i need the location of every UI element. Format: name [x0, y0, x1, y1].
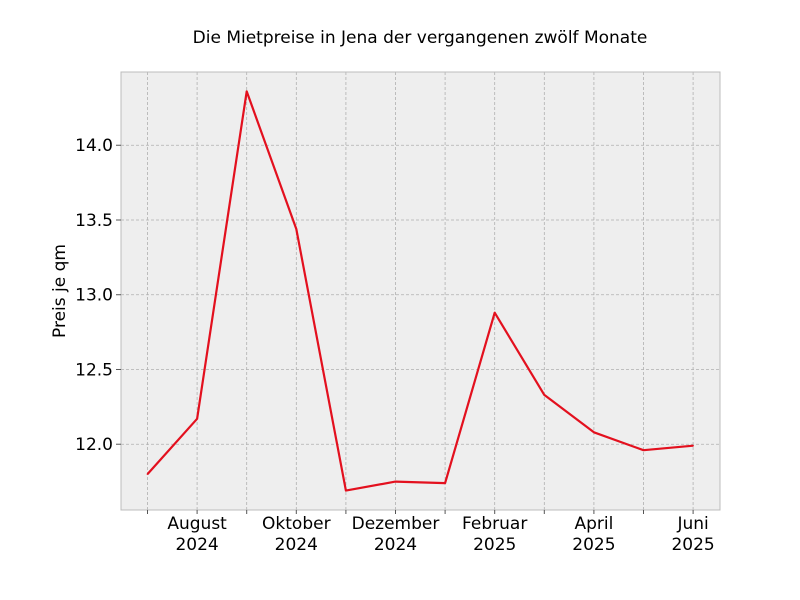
data-point: [345, 489, 347, 492]
data-point: [642, 449, 645, 452]
x-tick-label: Juni 2025: [671, 514, 714, 555]
x-tick-label: Februar 2025: [462, 514, 527, 555]
y-axis-label: Preis je qm: [50, 244, 70, 338]
series-layer: [146, 90, 694, 492]
y-tick-label: 14.0: [75, 136, 113, 156]
y-axis: 12.0 12.5 13.0 13.5 14.0: [75, 136, 121, 455]
x-tick-label: April 2025: [572, 514, 615, 555]
x-tick-label: Oktober 2024: [262, 514, 331, 555]
x-axis: August 2024 Oktober 2024 Dezember 2024 Februar…: [147, 510, 715, 555]
data-point: [493, 311, 496, 314]
y-tick-label: 12.5: [75, 360, 113, 380]
plot-frame: [120, 71, 721, 511]
data-point: [295, 228, 298, 230]
y-tick-label: 13.5: [75, 211, 113, 231]
data-point: [245, 90, 248, 93]
grid: [121, 72, 720, 510]
data-point: [692, 444, 694, 447]
y-tick-label: 13.0: [75, 286, 113, 306]
y-tick-label: 12.0: [75, 435, 113, 455]
x-tick-label: August 2024: [167, 514, 227, 555]
plot-area: [121, 72, 720, 510]
data-point: [146, 473, 149, 475]
series-line: [146, 90, 694, 492]
data-point: [543, 394, 546, 396]
chart-title: Die Mietpreise in Jena der vergangenen z…: [193, 28, 648, 48]
data-point: [444, 482, 446, 484]
data-point: [593, 431, 595, 434]
x-tick-label: Dezember 2024: [352, 514, 440, 555]
data-point: [394, 480, 397, 483]
data-point: [196, 418, 198, 420]
